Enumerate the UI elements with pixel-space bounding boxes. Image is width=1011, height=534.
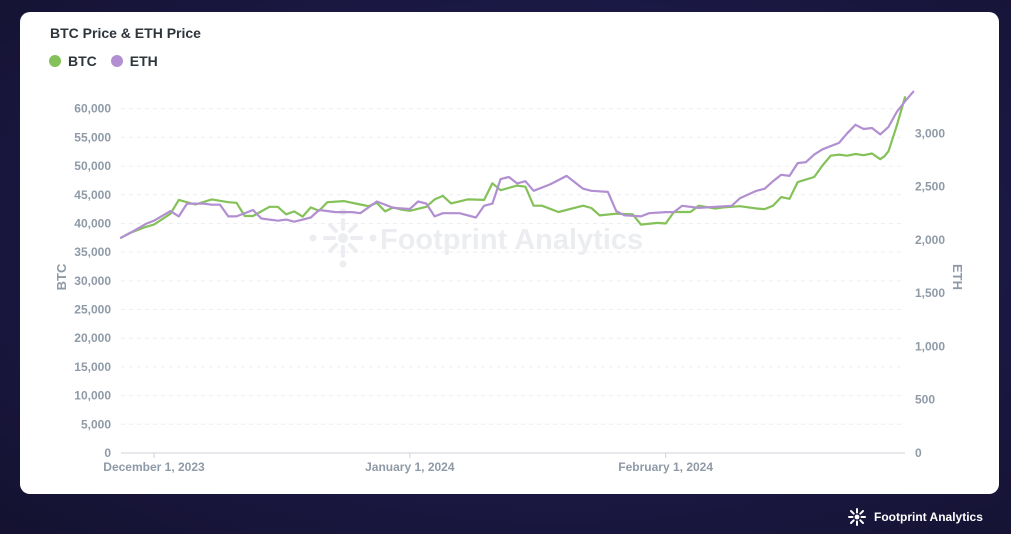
legend-item-btc[interactable]: BTC xyxy=(49,53,97,69)
legend-label-btc: BTC xyxy=(68,53,97,69)
y-right-tick-label: 1,500 xyxy=(915,286,945,300)
legend: BTC ETH xyxy=(49,53,158,69)
y-left-tick-label: 45,000 xyxy=(74,188,111,202)
series-line-eth[interactable] xyxy=(119,90,915,239)
y-left-tick-label: 40,000 xyxy=(74,216,111,230)
y-right-tick-label: 0 xyxy=(915,446,922,460)
legend-label-eth: ETH xyxy=(129,53,158,69)
chart-card xyxy=(20,12,999,494)
grid xyxy=(121,108,905,454)
y-left-tick-label: 60,000 xyxy=(74,102,111,116)
footer-brand: Footprint Analytics xyxy=(846,506,983,528)
y-right-tick-label: 3,000 xyxy=(915,126,945,140)
y-left-tick-label: 50,000 xyxy=(74,159,111,173)
y-left-tick-label: 30,000 xyxy=(74,274,111,288)
series-line-btc[interactable] xyxy=(119,96,907,239)
footprint-logo-icon xyxy=(848,508,866,526)
y-left-tick-label: 0 xyxy=(104,446,111,460)
x-tick-label: February 1, 2024 xyxy=(618,460,713,474)
legend-dot-eth xyxy=(110,55,123,67)
watermark: Footprint Analytics xyxy=(309,208,643,268)
y-left-tick-label: 25,000 xyxy=(74,303,111,317)
watermark-text: Footprint Analytics xyxy=(380,224,643,256)
x-tick-label: January 1, 2024 xyxy=(365,460,455,474)
y-left-axis-label: BTC xyxy=(54,263,69,290)
y-right-tick-label: 500 xyxy=(915,393,935,407)
footer-brand-text: Footprint Analytics xyxy=(874,510,983,524)
left-axis: 0 5,000 10,000 15,000 20,000 25,000 30,000 35,0… xyxy=(74,102,111,460)
y-left-tick-label: 5,000 xyxy=(81,417,111,431)
y-left-tick-label: 35,000 xyxy=(74,245,111,259)
x-axis: December 1, 2023 January 1, 2024 February … xyxy=(103,453,713,474)
y-right-tick-label: 2,500 xyxy=(915,180,945,194)
right-axis: 0 500 1,000 1,500 2,000 2,500 3,000 xyxy=(915,126,945,460)
legend-item-eth[interactable]: ETH xyxy=(110,53,158,69)
y-left-tick-label: 10,000 xyxy=(74,389,111,403)
y-right-tick-label: 2,000 xyxy=(915,233,945,247)
y-left-tick-label: 55,000 xyxy=(74,130,111,144)
y-right-axis-label: ETH xyxy=(950,264,965,290)
footprint-logo-icon xyxy=(309,208,377,268)
y-left-tick-label: 20,000 xyxy=(74,331,111,345)
x-tick-label: December 1, 2023 xyxy=(103,460,205,474)
y-right-tick-label: 1,000 xyxy=(915,339,945,353)
series-layer xyxy=(119,90,915,239)
legend-dot-btc xyxy=(49,55,61,67)
y-left-tick-label: 15,000 xyxy=(74,360,111,374)
chart-title: BTC Price & ETH Price xyxy=(50,25,201,41)
